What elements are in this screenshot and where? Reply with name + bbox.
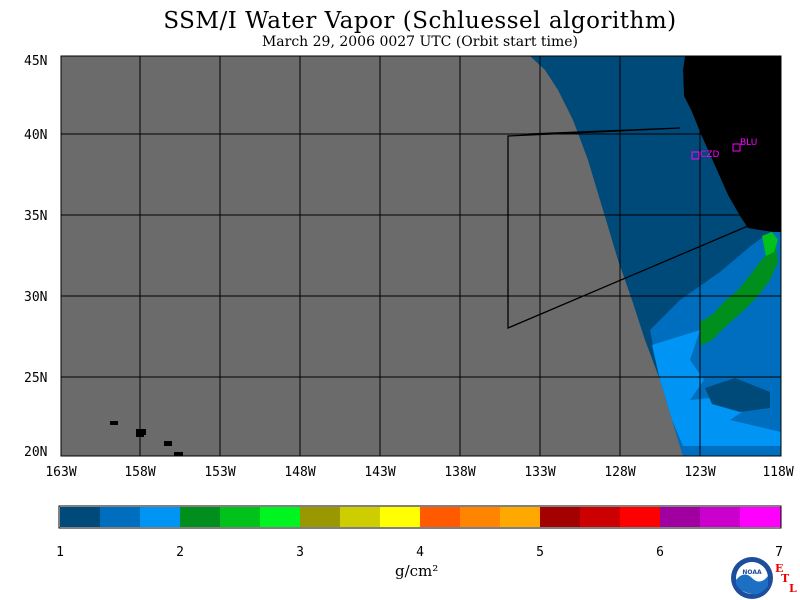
- colorbar-cell: [660, 507, 701, 527]
- colorbar-cell: [540, 507, 581, 527]
- lat-label: 40N: [24, 128, 47, 143]
- colorbar-tick: 4: [416, 545, 424, 560]
- lon-label: 143W: [364, 465, 395, 480]
- etl-letter-t: T: [781, 572, 790, 585]
- colorbar-tick-labels: 1 2 3 4 5 6 7: [56, 545, 783, 560]
- lat-label: 45N: [24, 54, 47, 69]
- colorbar-tick: 1: [56, 545, 64, 560]
- station-blu[interactable]: BLU: [732, 138, 757, 152]
- colorbar-cell: [500, 507, 541, 527]
- island-oahu: [136, 429, 146, 435]
- colorbar-tick: 7: [775, 545, 783, 560]
- etl-letter-e: E: [775, 562, 784, 575]
- colorbar-border: [58, 505, 782, 529]
- map-subtitle: March 29, 2006 0027 UTC (Orbit start tim…: [261, 34, 579, 50]
- colorbar-tick: 5: [536, 545, 544, 560]
- lat-label: 35N: [24, 209, 47, 224]
- colorbar-cell: [620, 507, 661, 527]
- map-border: [60, 55, 782, 457]
- etl-letter-l: L: [789, 582, 797, 595]
- lon-label: 133W: [524, 465, 555, 480]
- island-kauai: [110, 421, 118, 425]
- noaa-logo: NOAA: [731, 557, 773, 599]
- lon-label: 118W: [762, 465, 793, 480]
- colorbar-cell: [380, 507, 421, 527]
- colorbar-tick: 6: [656, 545, 664, 560]
- colorbar-cell: [580, 507, 621, 527]
- map-grid: [61, 56, 781, 456]
- lon-label: 123W: [684, 465, 715, 480]
- lon-label: 153W: [204, 465, 235, 480]
- colorbar-cell: [300, 507, 341, 527]
- colorbar-unit: g/cm²: [395, 562, 439, 580]
- colorbar-cell: [340, 507, 381, 527]
- station-blu-label: BLU: [740, 138, 757, 148]
- station-czd[interactable]: CZD: [691, 150, 719, 160]
- lon-label: 128W: [604, 465, 635, 480]
- colorbar-cell: [180, 507, 221, 527]
- colorbar-cell: [220, 507, 261, 527]
- colorbar-cell: [140, 507, 181, 527]
- longitude-labels: 163W 158W 153W 148W 143W 138W 133W 128W …: [45, 465, 793, 480]
- island-maui: [164, 441, 172, 446]
- land-north-america: [683, 56, 781, 232]
- swath-green: [762, 232, 778, 256]
- flight-track: [507, 127, 749, 329]
- map-title: SSM/I Water Vapor (Schluessel algorithm): [163, 8, 677, 34]
- island-hawaii: [174, 452, 183, 456]
- colorbar-cell: [100, 507, 141, 527]
- station-czd-marker: [691, 151, 700, 160]
- station-blu-marker: [732, 143, 741, 152]
- lat-label: 25N: [24, 371, 47, 386]
- colorbar: [60, 507, 781, 527]
- colorbar-cell: [260, 507, 301, 527]
- colorbar-cell: [700, 507, 741, 527]
- colorbar-tick: 2: [176, 545, 184, 560]
- swath-light-blue-1: [652, 330, 781, 446]
- noaa-logo-text: NOAA: [742, 569, 762, 576]
- lon-label: 158W: [124, 465, 155, 480]
- colorbar-tick: 3: [296, 545, 304, 560]
- lat-label: 30N: [24, 290, 47, 305]
- colorbar-cell: [740, 507, 781, 527]
- colorbar-cell: [60, 507, 101, 527]
- station-czd-label: CZD: [700, 150, 719, 160]
- swath-dark-blue-patch: [705, 378, 770, 412]
- lon-label: 148W: [284, 465, 315, 480]
- colorbar-cell: [460, 507, 501, 527]
- lon-label: 163W: [45, 465, 76, 480]
- latitude-labels: 45N 40N 35N 30N 25N 20N: [24, 54, 47, 460]
- colorbar-cell: [420, 507, 461, 527]
- lat-label: 20N: [24, 445, 47, 460]
- lon-label: 138W: [444, 465, 475, 480]
